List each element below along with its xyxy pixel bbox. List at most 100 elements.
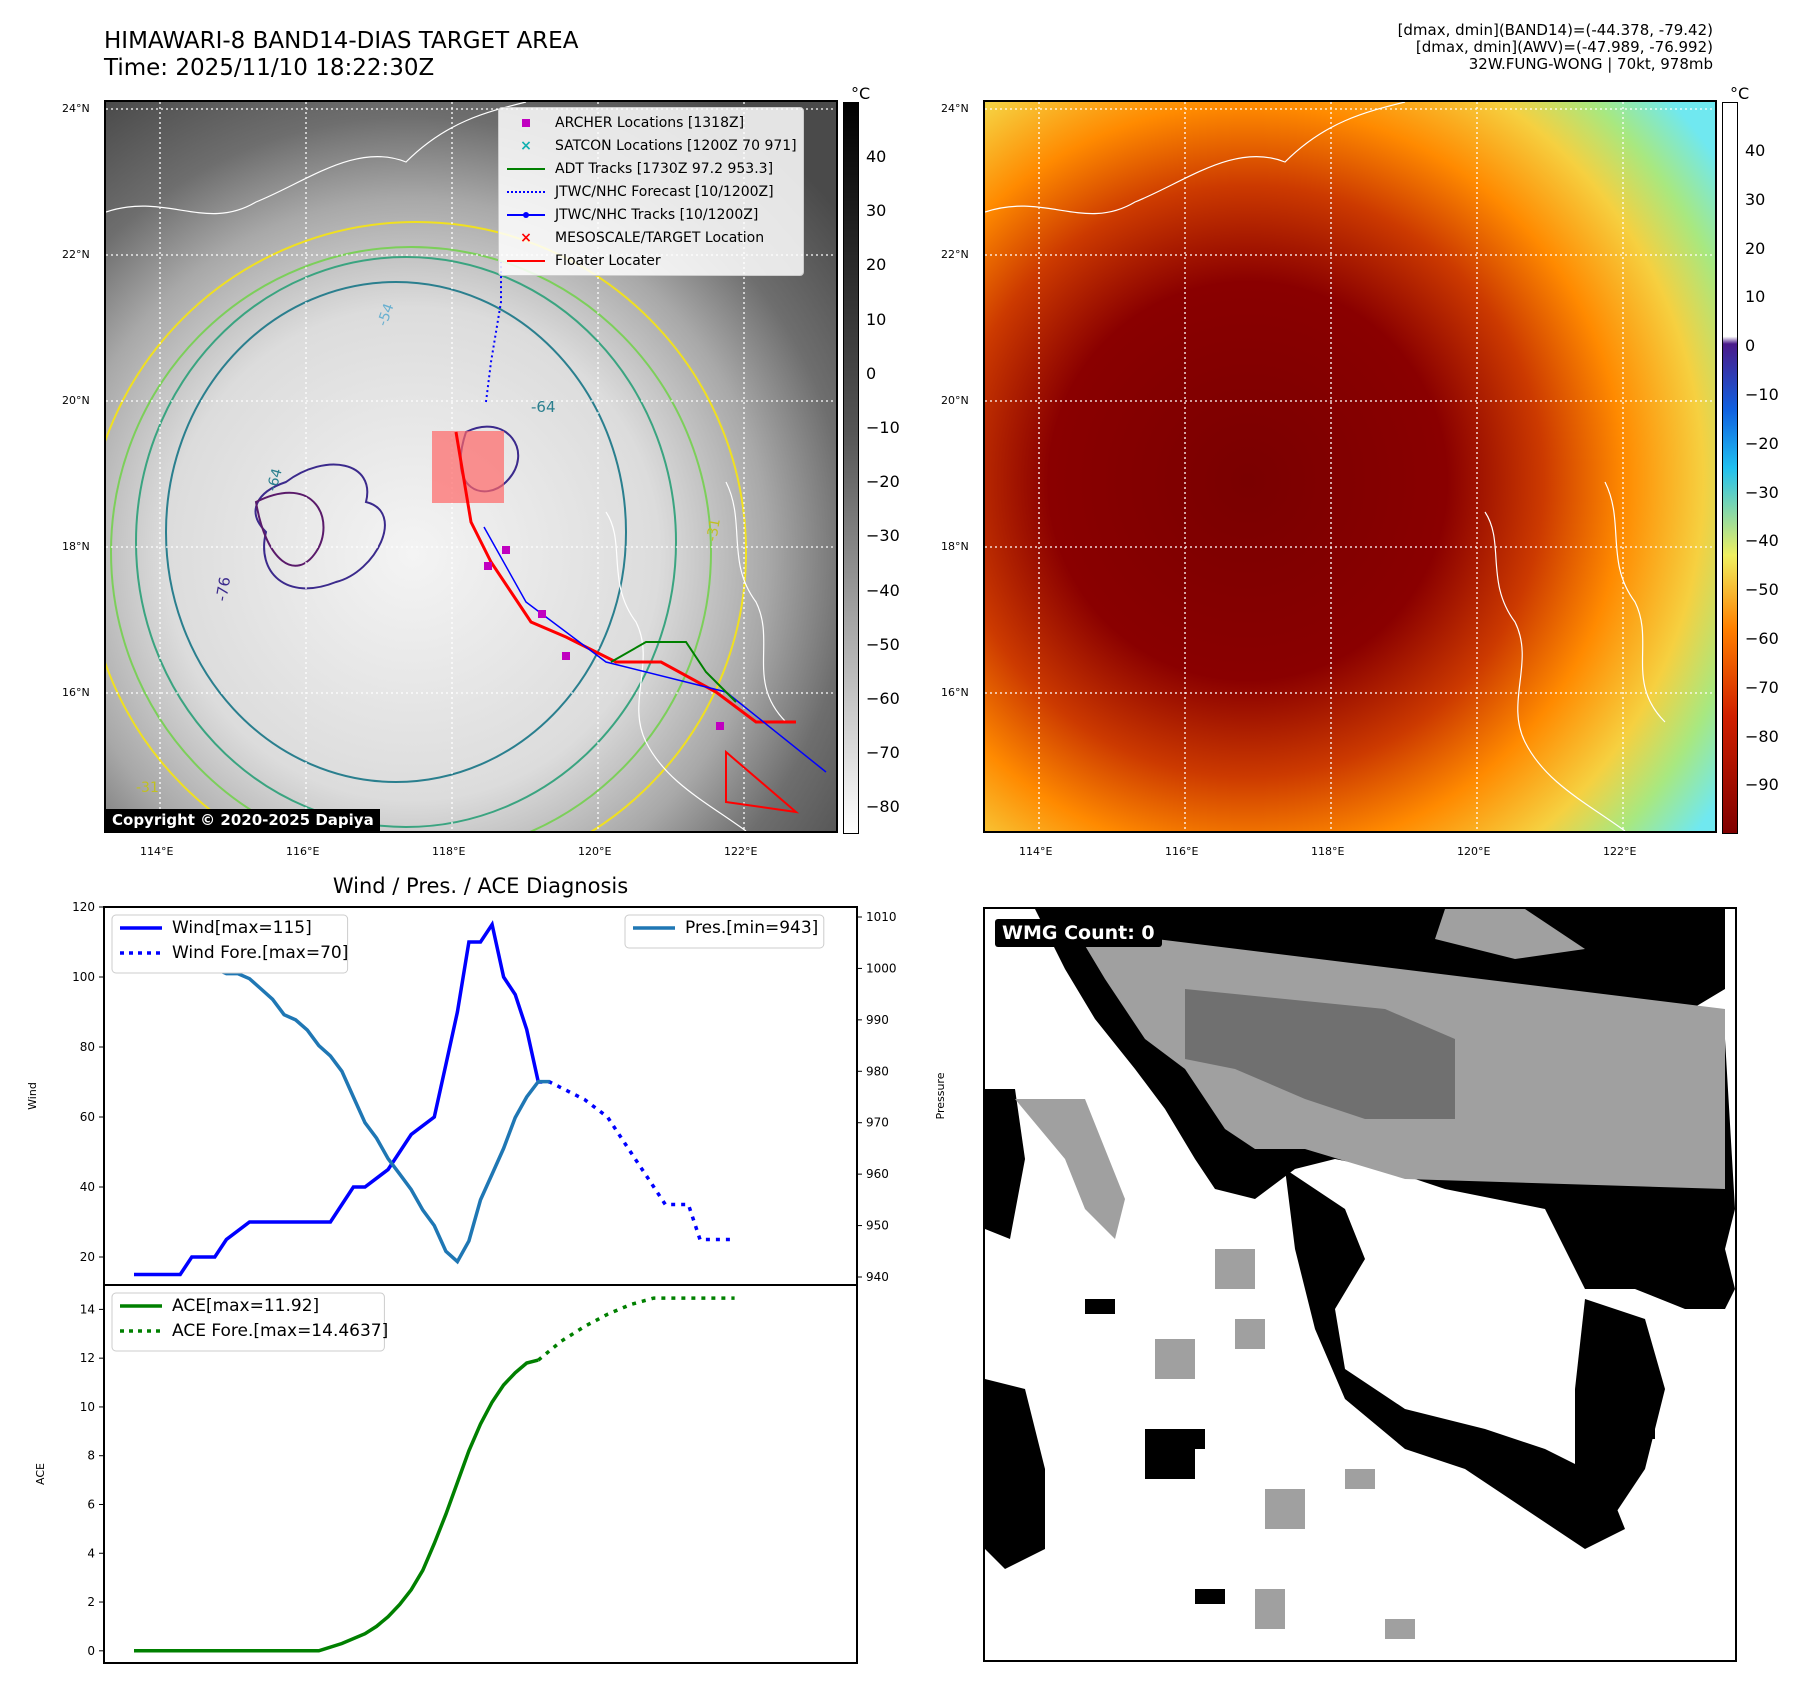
ace-tick-label: 8 xyxy=(87,1449,95,1463)
lat-tick-label: 20°N xyxy=(941,394,969,407)
storm-info: [dmax, dmin](BAND14)=(-44.378, -79.42) [… xyxy=(1398,22,1713,73)
colorbar-tick-label: 20 xyxy=(1745,238,1766,258)
wind-series-line xyxy=(134,920,541,1277)
figure-title: HIMAWARI-8 BAND14-DIAS TARGET AREA Time:… xyxy=(104,28,578,82)
ace-legend-label: ACE[max=11.92] xyxy=(172,1296,319,1316)
awv-satellite-panel xyxy=(983,100,1717,833)
colorbar-tick-label: −90 xyxy=(1745,775,1779,795)
contour-label: -31 xyxy=(704,517,724,542)
wind-legend-box xyxy=(111,914,349,974)
pressure-tick-label: 1010 xyxy=(866,910,897,924)
lon-tick-label: 120°E xyxy=(578,845,612,858)
ace-tick-label: 14 xyxy=(80,1302,95,1316)
legend-adt: ADT Tracks [1730Z 97.2 953.3] xyxy=(505,157,797,180)
lon-tick-label: 118°E xyxy=(432,845,466,858)
wind-tick-label: 100 xyxy=(72,970,95,984)
lon-tick-label: 116°E xyxy=(1165,845,1199,858)
pressure-tick-label: 990 xyxy=(866,1013,889,1027)
lat-tick-label: 24°N xyxy=(62,102,90,115)
jtwc-forecast xyxy=(485,262,502,403)
colorbar-tick-label: −50 xyxy=(866,634,900,654)
lat-tick-label: 18°N xyxy=(62,540,90,553)
pressure-tick-label: 960 xyxy=(866,1167,889,1181)
colorbar-tick-label: −70 xyxy=(866,743,900,763)
ace-forecast-series-line xyxy=(537,1296,735,1362)
wind-tick-label: 120 xyxy=(72,900,95,914)
colorbar-tick-label: −50 xyxy=(1745,580,1779,600)
pressure-tick-label: 940 xyxy=(866,1270,889,1284)
legend-satcon: × SATCON Locations [1200Z 70 971] xyxy=(520,137,797,154)
colorbar-tick-label: −10 xyxy=(1745,385,1779,404)
colorbar-tick-label: −70 xyxy=(1745,677,1779,697)
colorbar-tick-label: −40 xyxy=(866,580,900,600)
ace-axes xyxy=(103,1284,858,1664)
wind-tick-label: 20 xyxy=(80,1250,95,1264)
lat-tick-label: 18°N xyxy=(941,540,969,553)
info-line-3: 32W.FUNG-WONG | 70kt, 978mb xyxy=(1468,55,1713,73)
colorbar-tick-label: −10 xyxy=(866,418,900,437)
copyright-label: Copyright © 2020-2025 Dapiya xyxy=(106,809,380,831)
lon-tick-label: 116°E xyxy=(286,845,320,858)
ace-legend-box xyxy=(111,1292,385,1352)
lat-tick-label: 24°N xyxy=(941,102,969,115)
lat-tick-label: 22°N xyxy=(941,248,969,261)
colorbar-tick-label: −80 xyxy=(1745,726,1779,746)
awv-colorbar xyxy=(1722,102,1738,834)
pressure-legend-label: Pres.[min=943] xyxy=(685,918,818,938)
colorbar-tick-label: −40 xyxy=(1745,531,1779,551)
lon-tick-label: 120°E xyxy=(1457,845,1491,858)
lon-tick-label: 114°E xyxy=(140,845,174,858)
colorbar-tick-label: −20 xyxy=(1745,433,1779,453)
wmg-image xyxy=(985,909,1735,1639)
wind-forecast-series-line xyxy=(538,1080,735,1242)
ace-tick-label: 4 xyxy=(87,1546,95,1560)
ace-tick-label: 0 xyxy=(87,1644,95,1658)
ir-colorbar-unit: °C xyxy=(851,84,871,103)
wmg-count-label: WMG Count: 0 xyxy=(995,919,1162,947)
lat-tick-label: 22°N xyxy=(62,248,90,261)
awv-colorbar-unit: °C xyxy=(1730,84,1750,103)
title-line-1: HIMAWARI-8 BAND14-DIAS TARGET AREA xyxy=(104,28,579,54)
ace-tick-label: 12 xyxy=(80,1351,95,1365)
colorbar-tick-label: 10 xyxy=(866,309,887,329)
legend-mesoscale: × MESOSCALE/TARGET Location xyxy=(520,229,765,246)
ir-legend: ARCHER Locations [1318Z] × SATCON Locati… xyxy=(498,107,804,276)
ace-tick-label: 6 xyxy=(87,1497,95,1511)
floater-track xyxy=(454,431,796,724)
colorbar-tick-label: 30 xyxy=(866,201,887,221)
pressure-tick-label: 980 xyxy=(866,1064,889,1078)
colorbar-tick-label: −30 xyxy=(866,526,900,546)
diagnosis-chart: Wind / Pres. / ACE Diagnosis204060801001… xyxy=(26,874,947,1664)
ace-series-line xyxy=(134,1358,539,1653)
lat-tick-label: 16°N xyxy=(62,686,90,699)
colorbar-tick-label: −30 xyxy=(1745,482,1779,502)
pressure-tick-label: 950 xyxy=(866,1219,889,1233)
ace-axis-label: ACE xyxy=(34,1463,47,1485)
wind-legend-label: Wind[max=115] xyxy=(172,918,312,938)
pressure-axis-label: Pressure xyxy=(934,1072,947,1119)
wind-tick-label: 80 xyxy=(80,1040,95,1054)
ir-colorbar xyxy=(843,102,859,834)
awv-satellite-image xyxy=(985,102,1715,831)
colorbar-tick-label: −80 xyxy=(866,797,900,817)
colorbar-tick-label: 0 xyxy=(866,363,877,383)
ir-satellite-panel: -54 -64 -76 -31 -64 -31 ARCHER Locations… xyxy=(104,100,838,833)
lat-tick-label: 16°N xyxy=(941,686,969,699)
wind-tick-label: 60 xyxy=(80,1110,95,1124)
wind-tick-label: 40 xyxy=(80,1180,95,1194)
chart-title: Wind / Pres. / ACE Diagnosis xyxy=(333,874,628,898)
jtwc-track xyxy=(483,526,827,773)
pressure-tick-label: 1000 xyxy=(866,961,897,975)
colorbar-tick-label: 40 xyxy=(1745,141,1766,160)
lon-tick-label: 114°E xyxy=(1019,845,1053,858)
archer-locations xyxy=(484,546,724,730)
wind-axis-label: Wind xyxy=(26,1082,39,1110)
colorbar-tick-label: 20 xyxy=(866,255,887,275)
info-line-1: [dmax, dmin](BAND14)=(-44.378, -79.42) xyxy=(1397,21,1713,39)
wmg-panel: WMG Count: 0 xyxy=(983,907,1737,1662)
contour-label: -54 xyxy=(375,301,398,328)
lon-tick-label: 122°E xyxy=(724,845,758,858)
contour-label: -64 xyxy=(531,398,556,416)
ace-legend-label: ACE Fore.[max=14.4637] xyxy=(172,1321,388,1341)
contour-label: -31 xyxy=(136,780,159,796)
